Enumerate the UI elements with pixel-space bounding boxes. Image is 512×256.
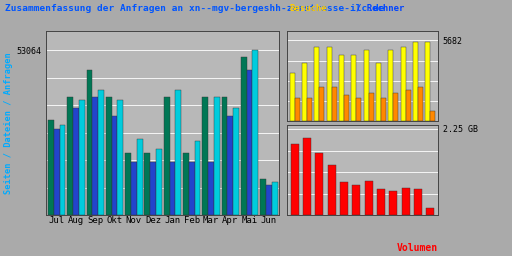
Bar: [364, 50, 369, 121]
Text: / Rechner: / Rechner: [356, 4, 404, 13]
Bar: [79, 100, 84, 215]
Bar: [340, 182, 348, 215]
Bar: [131, 162, 137, 215]
Bar: [401, 47, 406, 121]
Bar: [189, 162, 195, 215]
Bar: [339, 55, 344, 121]
Bar: [175, 90, 181, 215]
Bar: [247, 70, 252, 215]
Bar: [381, 99, 386, 121]
Bar: [413, 42, 418, 121]
Bar: [377, 189, 385, 215]
Bar: [125, 153, 131, 215]
Bar: [252, 50, 258, 215]
Bar: [92, 97, 98, 215]
Bar: [208, 162, 214, 215]
Bar: [241, 57, 247, 215]
Bar: [307, 99, 312, 121]
Bar: [328, 165, 336, 215]
Bar: [183, 153, 189, 215]
Bar: [294, 99, 300, 121]
Bar: [266, 185, 272, 215]
Bar: [431, 111, 435, 121]
Text: Zusammenfassung der Anfragen an xn--mgv-bergeshh-zurstrasse-ilc.de: Zusammenfassung der Anfragen an xn--mgv-…: [5, 4, 385, 13]
Bar: [195, 141, 200, 215]
Bar: [290, 73, 294, 121]
Bar: [369, 93, 374, 121]
Bar: [144, 153, 150, 215]
Bar: [344, 95, 349, 121]
Bar: [291, 144, 298, 215]
Bar: [67, 97, 73, 215]
Bar: [137, 139, 142, 215]
Bar: [389, 191, 397, 215]
Y-axis label: Seiten / Dateien / Anfragen: Seiten / Dateien / Anfragen: [5, 52, 13, 194]
Bar: [150, 162, 156, 215]
Bar: [303, 137, 311, 215]
Bar: [169, 162, 175, 215]
Bar: [54, 130, 59, 215]
Bar: [222, 97, 227, 215]
Bar: [426, 208, 434, 215]
Bar: [418, 87, 423, 121]
Bar: [117, 100, 123, 215]
Bar: [356, 99, 361, 121]
Bar: [202, 97, 208, 215]
Bar: [406, 90, 411, 121]
Bar: [302, 63, 307, 121]
Bar: [376, 63, 381, 121]
Bar: [156, 149, 162, 215]
Bar: [98, 90, 104, 215]
Bar: [365, 181, 373, 215]
Text: Besuche: Besuche: [289, 4, 327, 13]
Bar: [87, 70, 92, 215]
Bar: [73, 108, 79, 215]
Bar: [315, 153, 323, 215]
Bar: [319, 87, 324, 121]
Bar: [414, 189, 422, 215]
Bar: [214, 97, 220, 215]
Bar: [327, 47, 332, 121]
Bar: [260, 179, 266, 215]
Bar: [314, 47, 319, 121]
Bar: [59, 124, 66, 215]
Bar: [48, 120, 54, 215]
Bar: [332, 87, 336, 121]
Bar: [272, 182, 278, 215]
Bar: [227, 116, 233, 215]
Bar: [164, 97, 169, 215]
Bar: [393, 93, 398, 121]
Bar: [112, 116, 117, 215]
Bar: [106, 97, 112, 215]
Bar: [352, 185, 360, 215]
Bar: [351, 55, 356, 121]
Bar: [389, 50, 393, 121]
Bar: [233, 108, 239, 215]
Bar: [401, 187, 410, 215]
Text: Volumen: Volumen: [397, 243, 438, 253]
Bar: [425, 42, 431, 121]
